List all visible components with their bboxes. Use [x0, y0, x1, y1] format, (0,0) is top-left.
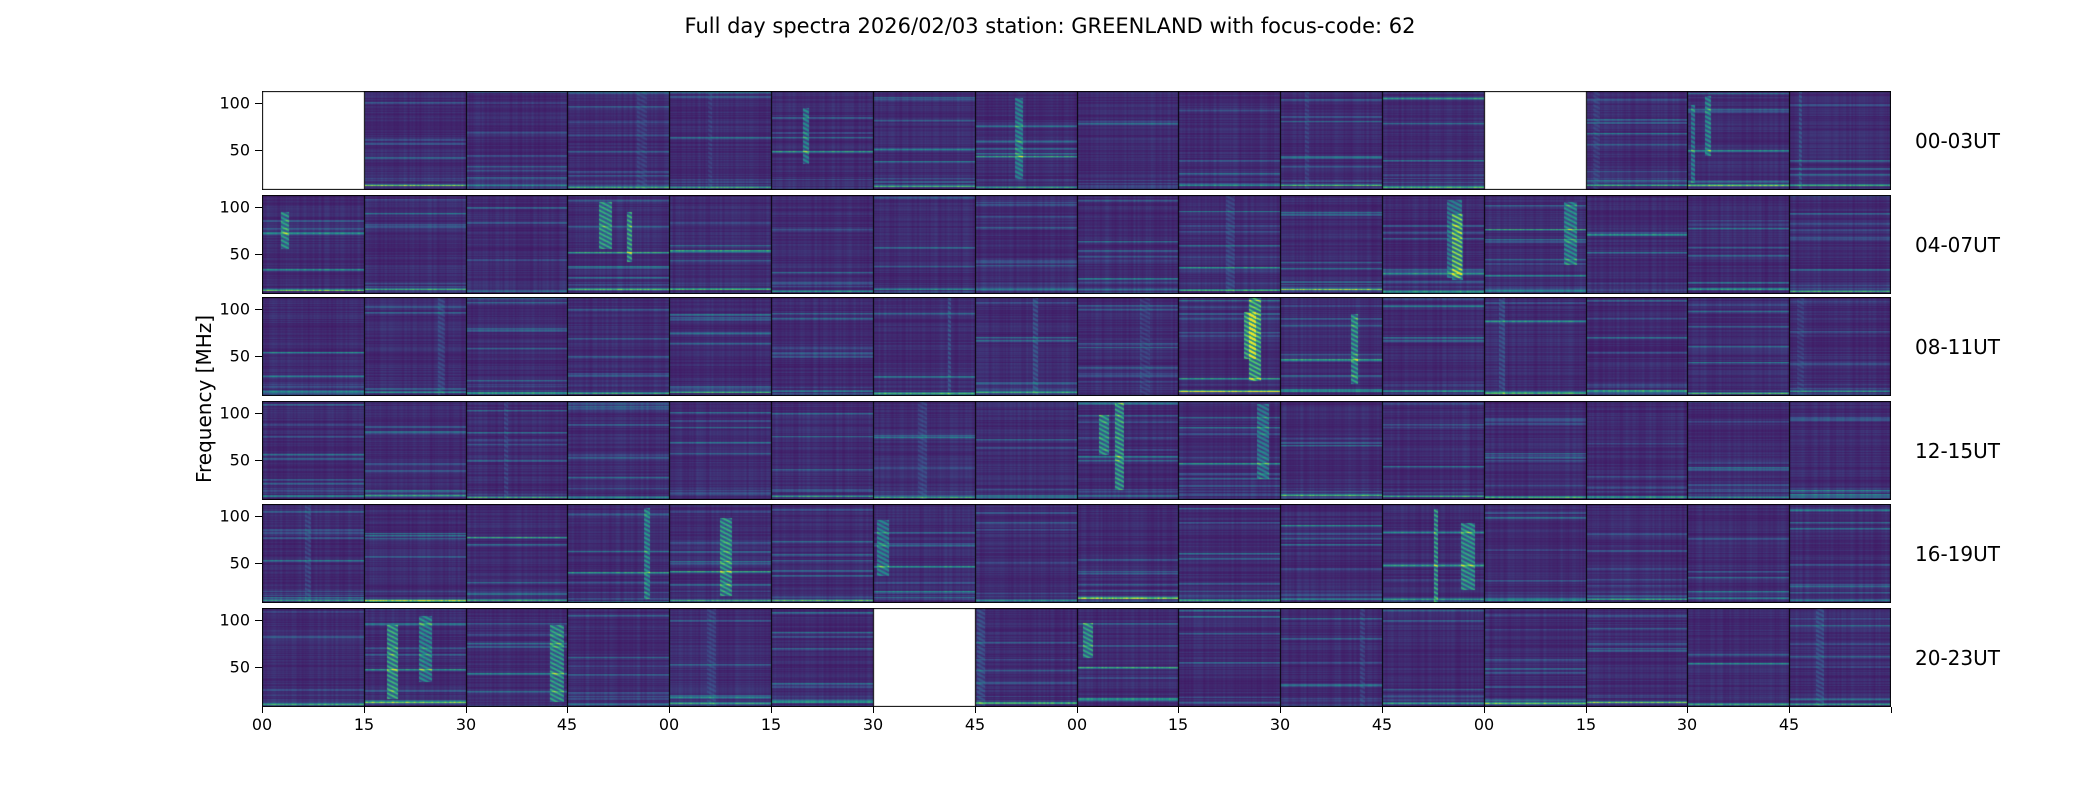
y-tick-label: 50	[229, 140, 250, 160]
y-tick-label: 50	[229, 657, 250, 677]
x-tick-mark	[1280, 707, 1281, 713]
y-tick-mark	[255, 207, 262, 208]
x-tick-mark	[1891, 707, 1892, 713]
spectrogram-row-canvas	[262, 401, 1891, 500]
x-tick-mark	[1586, 707, 1587, 713]
x-tick-label: 00	[251, 715, 273, 734]
x-tick-label: 00	[1066, 715, 1088, 734]
x-tick-mark	[1382, 707, 1383, 713]
spectrogram-row-canvas	[262, 297, 1891, 396]
y-tick-label: 50	[229, 553, 250, 573]
spectrogram-row: 100 50 00-03UT	[0, 91, 2100, 190]
spectrogram-row-canvas	[262, 608, 1891, 707]
y-tick-label: 50	[229, 450, 250, 470]
y-tick-mark	[255, 460, 262, 461]
spectrogram-row: 100 50 12-15UT	[0, 401, 2100, 500]
row-label: 00-03UT	[1915, 128, 2000, 153]
x-tick-mark	[567, 707, 568, 713]
x-tick-label: 15	[353, 715, 375, 734]
spectrogram-row-canvas	[262, 195, 1891, 294]
x-tick-label: 15	[760, 715, 782, 734]
spectrogram-row: 100 50 04-07UT	[0, 195, 2100, 294]
spectrogram-row-canvas	[262, 91, 1891, 190]
x-tick-label: 30	[1676, 715, 1698, 734]
y-tick-label: 50	[229, 244, 250, 264]
spectrogram-row-canvas	[262, 504, 1891, 603]
x-tick-mark	[262, 707, 263, 713]
x-tick-mark	[1687, 707, 1688, 713]
x-tick-label: 45	[556, 715, 578, 734]
spectrogram-row: 100 50 16-19UT	[0, 504, 2100, 603]
y-tick-mark	[255, 103, 262, 104]
figure-title: Full day spectra 2026/02/03 station: GRE…	[684, 14, 1416, 38]
x-tick-mark	[771, 707, 772, 713]
x-tick-label: 45	[1371, 715, 1393, 734]
y-tick-mark	[255, 516, 262, 517]
x-tick-label: 15	[1167, 715, 1189, 734]
spectrogram-row: 100 50 08-11UT	[0, 297, 2100, 396]
y-tick-mark	[255, 309, 262, 310]
y-tick-mark	[255, 356, 262, 357]
x-tick-label: 30	[1269, 715, 1291, 734]
x-tick-label: 00	[1473, 715, 1495, 734]
y-tick-mark	[255, 563, 262, 564]
row-label: 08-11UT	[1915, 334, 2000, 359]
y-tick-mark	[255, 667, 262, 668]
x-tick-mark	[1178, 707, 1179, 713]
x-tick-label: 30	[455, 715, 477, 734]
x-tick-mark	[1077, 707, 1078, 713]
y-tick-label: 100	[219, 197, 250, 217]
row-label: 20-23UT	[1915, 645, 2000, 670]
y-tick-label: 100	[219, 610, 250, 630]
spectrogram-row: 100 50 20-23UT	[0, 608, 2100, 707]
x-tick-mark	[1484, 707, 1485, 713]
x-tick-mark	[975, 707, 976, 713]
y-tick-label: 50	[229, 346, 250, 366]
x-tick-mark	[873, 707, 874, 713]
x-tick-label: 45	[1778, 715, 1800, 734]
x-tick-mark	[364, 707, 365, 713]
x-tick-label: 30	[862, 715, 884, 734]
y-tick-mark	[255, 413, 262, 414]
y-tick-label: 100	[219, 93, 250, 113]
x-tick-label: 15	[1575, 715, 1597, 734]
row-label: 04-07UT	[1915, 232, 2000, 257]
x-tick-label: 00	[658, 715, 680, 734]
x-tick-mark	[1789, 707, 1790, 713]
row-label: 12-15UT	[1915, 438, 2000, 463]
y-tick-label: 100	[219, 403, 250, 423]
row-label: 16-19UT	[1915, 541, 2000, 566]
y-tick-mark	[255, 620, 262, 621]
y-tick-label: 100	[219, 299, 250, 319]
y-tick-mark	[255, 254, 262, 255]
x-tick-mark	[669, 707, 670, 713]
x-tick-label: 45	[964, 715, 986, 734]
x-tick-mark	[466, 707, 467, 713]
y-tick-mark	[255, 150, 262, 151]
y-tick-label: 100	[219, 506, 250, 526]
